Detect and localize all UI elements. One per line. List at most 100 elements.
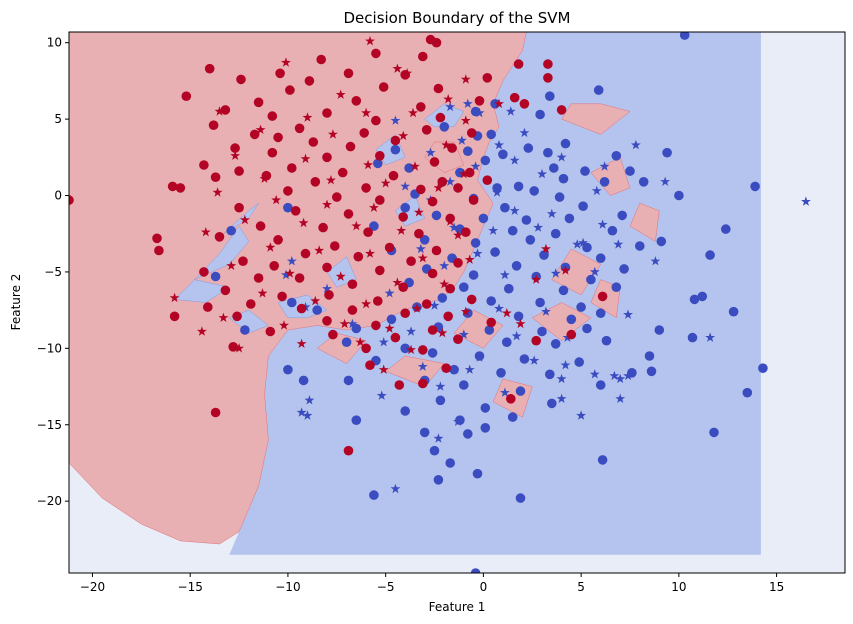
point-s3-50 <box>361 298 372 309</box>
point-s0-81 <box>689 294 700 305</box>
point-s2-66 <box>427 196 438 207</box>
point-s3-6 <box>443 94 454 104</box>
point-s2-100 <box>445 283 456 294</box>
point-s2-6 <box>543 59 553 69</box>
point-s2-131 <box>394 380 405 390</box>
point-s0-60 <box>595 253 606 263</box>
point-s0-97 <box>240 325 250 335</box>
point-s2-59 <box>416 184 426 195</box>
point-s1-18 <box>660 176 671 186</box>
point-s1-63 <box>302 410 313 420</box>
x-tick-label-10: 10 <box>671 580 686 594</box>
point-s2-33 <box>294 123 305 134</box>
point-s3-39 <box>365 248 375 258</box>
y-tick-label--15: −15 <box>37 418 62 432</box>
point-s0-127 <box>742 387 753 398</box>
point-s2-78 <box>461 227 471 237</box>
point-s2-128 <box>597 291 608 302</box>
point-s3-34 <box>396 225 407 235</box>
point-s0-40 <box>431 210 442 221</box>
point-s0-1 <box>593 85 604 95</box>
point-s2-29 <box>371 115 381 126</box>
point-s0-126 <box>595 380 606 390</box>
point-s3-67 <box>445 216 456 226</box>
point-s1-24 <box>488 225 499 235</box>
point-s1-3 <box>505 106 516 116</box>
point-s2-88 <box>406 256 416 267</box>
class0-island-5 <box>326 256 357 288</box>
point-s2-91 <box>269 261 280 271</box>
point-s1-62 <box>296 407 307 417</box>
point-s1-7 <box>494 139 504 150</box>
point-s0-89 <box>728 306 739 317</box>
point-s1-75 <box>464 364 475 374</box>
point-s0-131 <box>507 412 518 422</box>
point-s0-80 <box>576 302 586 312</box>
point-s2-14 <box>543 73 553 83</box>
point-s0-111 <box>449 364 459 375</box>
point-s2-53 <box>437 177 448 187</box>
point-s0-123 <box>435 395 446 406</box>
point-s0-90 <box>312 305 323 315</box>
point-s3-57 <box>384 323 395 333</box>
point-s0-21 <box>549 163 559 173</box>
point-s3-2 <box>402 68 413 78</box>
point-s1-9 <box>509 155 520 165</box>
y-axis-label: Feature 2 <box>9 274 23 331</box>
class1-island-6 <box>385 355 445 387</box>
point-s3-23 <box>326 175 336 185</box>
point-s1-69 <box>433 433 444 443</box>
point-s2-90 <box>238 256 248 267</box>
point-s2-51 <box>337 167 348 178</box>
point-s0-83 <box>287 297 297 308</box>
point-s2-132 <box>418 378 428 389</box>
x-tick-label--5: −5 <box>377 580 395 594</box>
x-tick-label-5: 5 <box>577 580 585 594</box>
point-s3-59 <box>197 326 207 336</box>
point-s3-41 <box>464 254 475 264</box>
point-s0-109 <box>687 332 698 343</box>
point-s3-9 <box>302 112 313 122</box>
point-s2-115 <box>371 320 381 331</box>
point-s2-27 <box>267 111 278 121</box>
point-s2-23 <box>474 96 485 106</box>
point-s1-48 <box>705 332 716 342</box>
point-s0-129 <box>400 406 411 416</box>
point-s2-119 <box>265 326 276 337</box>
point-s2-36 <box>466 128 477 138</box>
plot-frame <box>68 31 846 574</box>
point-s1-40 <box>623 309 633 319</box>
point-s2-37 <box>273 132 283 143</box>
point-s0-25 <box>513 181 524 192</box>
point-s0-105 <box>427 348 438 358</box>
point-s2-26 <box>220 105 231 115</box>
point-s2-19 <box>181 91 192 101</box>
point-s2-92 <box>322 262 332 273</box>
point-s2-93 <box>375 265 385 276</box>
point-s0-86 <box>513 311 524 322</box>
point-s3-43 <box>284 268 295 278</box>
point-s3-62 <box>355 337 366 347</box>
point-s2-20 <box>253 97 264 108</box>
point-s0-34 <box>674 190 684 201</box>
point-s1-1 <box>445 101 456 112</box>
point-s3-12 <box>460 115 471 125</box>
point-s2-77 <box>414 228 424 239</box>
class1-island-3 <box>551 248 602 296</box>
point-s2-31 <box>208 120 219 130</box>
point-s1-49 <box>378 337 389 347</box>
point-s1-60 <box>623 370 633 381</box>
point-s3-30 <box>413 207 424 217</box>
point-s1-13 <box>537 168 547 179</box>
point-s3-47 <box>169 292 180 303</box>
point-s2-4 <box>316 54 327 65</box>
point-s0-37 <box>400 202 411 213</box>
point-s0-65 <box>619 264 629 274</box>
point-s2-82 <box>384 242 395 253</box>
point-s2-113 <box>232 311 242 322</box>
point-s3-58 <box>437 327 448 338</box>
point-s1-10 <box>556 152 567 162</box>
point-s2-99 <box>398 282 409 293</box>
point-s0-0 <box>679 32 690 40</box>
point-s0-67 <box>468 270 479 280</box>
